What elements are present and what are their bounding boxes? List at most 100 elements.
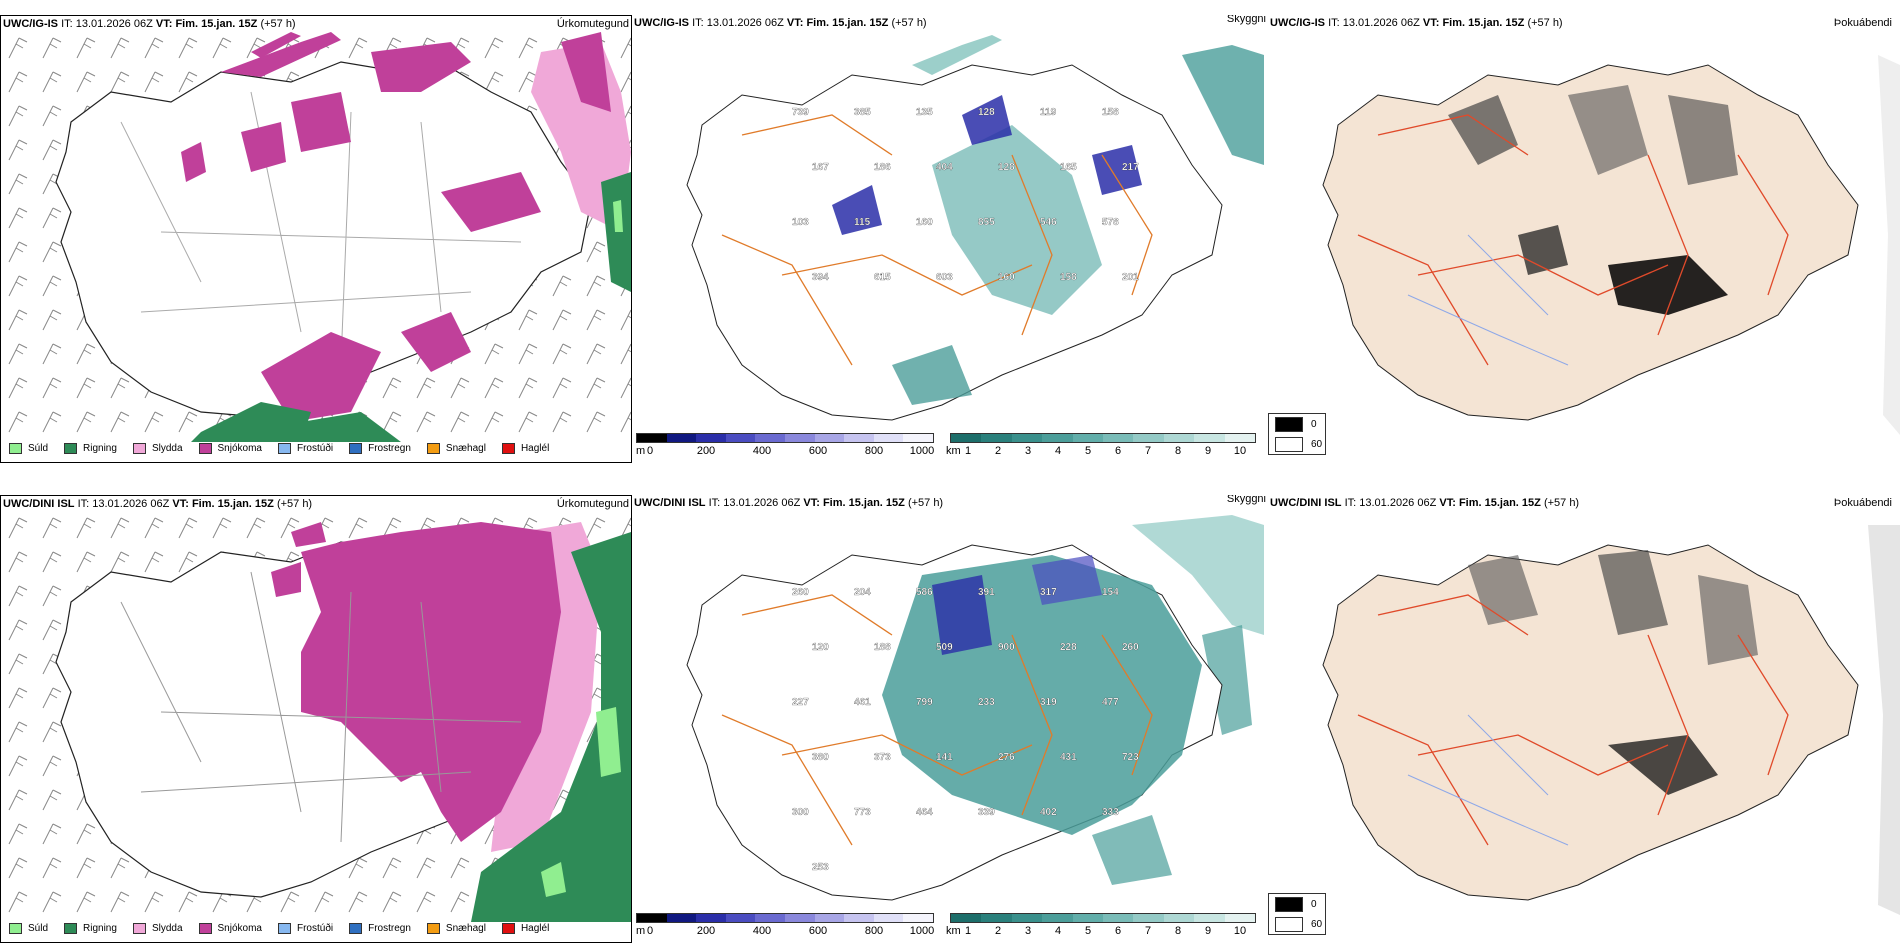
snow-depth-label: 158 [1102, 107, 1119, 118]
swatch [1275, 896, 1303, 912]
colorbar-bin [1103, 914, 1134, 922]
model-name: UWC/DINI ISL [634, 497, 706, 509]
visibility-colorbar-strip [950, 913, 1256, 923]
colorbar-bin [725, 914, 756, 922]
swatch [64, 443, 78, 454]
snow-depth-label: 204 [854, 587, 871, 598]
valid-time: Fim. 15.jan. 15Z [175, 18, 258, 30]
snow-depth-label: 103 [792, 217, 809, 228]
snow-depth-label: 186 [874, 162, 891, 173]
legend-item: Snæhagl [426, 923, 486, 934]
lead-time: (+57 h) [907, 497, 944, 509]
valid-time: Fim. 15.jan. 15Z [822, 497, 905, 509]
tick-label: 4 [1054, 925, 1062, 937]
visibility-colorbar: km 1 2 3 4 5 6 7 8 9 10 [942, 913, 1262, 941]
fog-legend-item: 60 [1269, 914, 1325, 934]
snow-depth-label: 339 [978, 807, 995, 818]
colorbar-bin [873, 914, 904, 922]
snow-depth-label: 317 [1040, 587, 1057, 598]
tick-label: 200 [696, 925, 716, 937]
legend-item: Súld [9, 923, 48, 934]
colorbar-bin [1194, 914, 1225, 922]
colorbar-bin [1011, 434, 1043, 442]
snow-depth-label: 855 [978, 217, 995, 228]
valid-time: Fim. 15.jan. 15Z [1458, 497, 1541, 509]
swatch [132, 443, 146, 454]
colorbar-bin [844, 914, 874, 922]
model-name: UWC/DINI ISL [3, 498, 75, 510]
legend-item: Snjókoma [198, 923, 262, 934]
tick-label: 9 [1204, 445, 1212, 457]
snow-depth-label: 900 [998, 642, 1015, 653]
snow-depth-label: 333 [1102, 807, 1119, 818]
init-time: 13.01.2026 06Z [706, 17, 784, 29]
swatch [349, 923, 363, 934]
snow-depth-label: 615 [874, 272, 891, 283]
init-time: 13.01.2026 06Z [723, 497, 801, 509]
swatch [277, 443, 291, 454]
tick-label: 8 [1174, 445, 1182, 457]
colorbar-bin [981, 914, 1012, 922]
snow-depth-label: 394 [812, 272, 829, 283]
tick-label: 10 [1233, 925, 1247, 937]
valid-time: Fim. 15.jan. 15Z [191, 498, 274, 510]
snow-depth-label: 300 [792, 807, 809, 818]
tick-label: 10 [1233, 445, 1247, 457]
fog-panel-top: UWC/IG-IS IT: 13.01.2026 06Z VT: Fim. 15… [1268, 15, 1900, 463]
snow-depth-label: 115 [854, 217, 871, 228]
colorbar-bin [1042, 914, 1073, 922]
colorbar-bin [725, 434, 756, 442]
fog-legend: 0 60 [1268, 413, 1326, 455]
snow-depth-label: 578 [1102, 217, 1119, 228]
fog-legend-item: 0 [1269, 414, 1325, 434]
tick-label: 0 [646, 445, 654, 457]
snow-depth-label: 141 [936, 752, 953, 763]
colorbar-bin [696, 914, 726, 922]
tick-label: 5 [1084, 925, 1092, 937]
tick-label: 1 [964, 445, 972, 457]
colorbar-bin [1072, 914, 1104, 922]
colorbar-bin [1224, 914, 1256, 922]
snow-depth-labels: 739 385 135 128 119 158 167 186 404 128 165 217 103 1… [792, 107, 1139, 283]
legend-item: Rigning [64, 923, 117, 934]
tick-label: 1 [964, 925, 972, 937]
tick-label: 0 [646, 925, 654, 937]
snow-depth-label: 160 [916, 217, 933, 228]
model-name: UWC/IG-IS [1270, 17, 1325, 29]
swatch [426, 923, 440, 934]
swatch [198, 443, 212, 454]
tick-label: 600 [808, 925, 828, 937]
snow-depth-label: 260 [1122, 642, 1139, 653]
lead-time: (+57 h) [260, 18, 296, 30]
valid-time: Fim. 15.jan. 15Z [1442, 17, 1525, 29]
visibility-map: 260 204 586 391 317 154 120 188 509 900 228 260 227 4… [686, 515, 1264, 901]
visibility-panel-top: UWC/IG-IS IT: 13.01.2026 06Z VT: Fim. 15… [632, 15, 1268, 463]
tick-label: 1000 [909, 925, 935, 937]
tick-label: 7 [1144, 925, 1152, 937]
snow-depth-label: 154 [1102, 587, 1119, 598]
tick-label: 200 [696, 445, 716, 457]
legend-item: Frostúði [277, 923, 333, 934]
lead-time: (+57 h) [1527, 17, 1563, 29]
colorbar-bin [637, 914, 667, 922]
precip-legend: Súld Rigning Slydda Snjókoma Frostúði Fr… [9, 923, 561, 934]
snow-depth-labels: 260 204 586 391 317 154 120 188 509 900 228 260 227 4… [792, 587, 1139, 873]
lead-time: (+57 h) [276, 498, 313, 510]
snow-depth-label: 201 [1122, 272, 1139, 283]
snow-colorbar-strip [636, 433, 934, 443]
swatch [501, 443, 515, 454]
visibility-panel-bottom: UWC/DINI ISL IT: 13.01.2026 06Z VT: Fim.… [632, 495, 1268, 943]
valid-time: Fim. 15.jan. 15Z [806, 17, 889, 29]
tick-label: 2 [994, 445, 1002, 457]
colorbar-bin [1194, 434, 1225, 442]
visibility-map: 739 385 135 128 119 158 167 186 404 128 165 217 103 1… [686, 35, 1264, 421]
snow-depth-label: 165 [1060, 162, 1077, 173]
colorbar-bin [1224, 434, 1256, 442]
snow-depth-label: 603 [936, 272, 953, 283]
swatch [501, 923, 515, 934]
colorbar-bin [755, 434, 785, 442]
tick-label: 400 [752, 925, 772, 937]
snow-depth-label: 228 [1060, 642, 1077, 653]
colorbar-bin [784, 914, 815, 922]
panel-title: UWC/DINI ISL IT: 13.01.2026 06Z VT: Fim.… [634, 495, 1266, 511]
